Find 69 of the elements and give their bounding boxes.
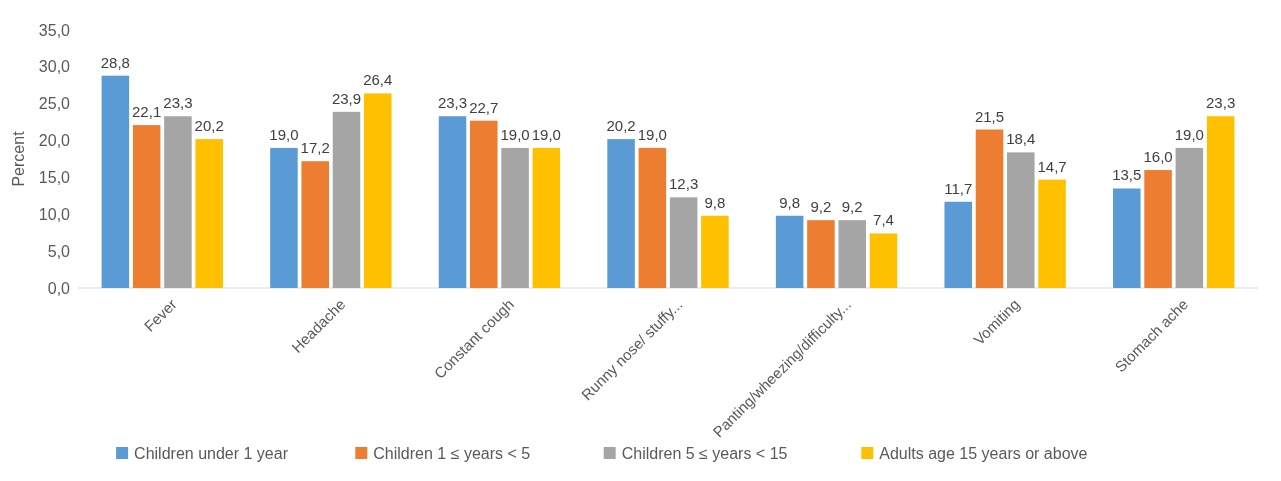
bar bbox=[1113, 188, 1141, 288]
legend-label: Children under 1 year bbox=[134, 445, 289, 462]
bar bbox=[775, 215, 804, 288]
bar bbox=[807, 220, 835, 288]
bar bbox=[270, 147, 298, 288]
bar bbox=[838, 220, 866, 288]
bar bbox=[132, 125, 161, 288]
bar bbox=[501, 147, 529, 288]
data-label: 26,4 bbox=[363, 71, 393, 89]
y-axis-title: Percent bbox=[10, 130, 27, 187]
legend-label: Adults age 15 years or above bbox=[879, 445, 1088, 462]
data-label: 7,4 bbox=[873, 211, 894, 229]
data-label: 19,0 bbox=[637, 125, 667, 143]
y-tick-label: 30,0 bbox=[38, 58, 71, 76]
data-label: 20,2 bbox=[194, 117, 224, 135]
data-label: 23,3 bbox=[163, 94, 193, 112]
bar bbox=[638, 147, 667, 288]
bar bbox=[975, 129, 1004, 288]
data-label: 9,2 bbox=[810, 198, 832, 216]
data-label: 19,0 bbox=[269, 125, 299, 143]
legend-label: Children 5 ≤ years < 15 bbox=[621, 445, 788, 462]
data-label: 20,2 bbox=[606, 117, 636, 135]
data-label: 14,7 bbox=[1037, 157, 1067, 175]
bar bbox=[869, 233, 898, 288]
bar bbox=[438, 116, 467, 288]
bar bbox=[101, 75, 130, 288]
y-tick-label: 35,0 bbox=[38, 21, 71, 39]
bar bbox=[532, 147, 561, 288]
y-tick-label: 0,0 bbox=[47, 279, 71, 297]
data-label: 21,5 bbox=[974, 107, 1005, 125]
bar bbox=[332, 111, 361, 288]
data-label: 9,8 bbox=[779, 193, 801, 211]
bar bbox=[1175, 147, 1204, 288]
bar bbox=[669, 197, 698, 288]
bar bbox=[364, 93, 392, 288]
y-tick-label: 10,0 bbox=[38, 205, 71, 223]
data-label: 22,7 bbox=[469, 98, 499, 116]
data-label: 17,2 bbox=[300, 139, 330, 157]
bar bbox=[607, 139, 635, 288]
y-tick-label: 15,0 bbox=[38, 169, 71, 187]
y-tick-label: 25,0 bbox=[38, 95, 71, 113]
data-label: 11,7 bbox=[944, 179, 973, 197]
bar bbox=[1144, 170, 1172, 288]
bar bbox=[1038, 179, 1066, 288]
data-label: 19,0 bbox=[500, 125, 530, 143]
bar bbox=[164, 116, 192, 288]
data-label: 28,8 bbox=[100, 53, 130, 71]
y-tick-label: 5,0 bbox=[47, 242, 71, 260]
data-label: 9,8 bbox=[704, 193, 726, 211]
data-label: 19,0 bbox=[531, 125, 561, 143]
data-label: 22,1 bbox=[132, 103, 162, 121]
bar bbox=[1206, 116, 1235, 288]
bar bbox=[701, 215, 729, 288]
bar bbox=[944, 201, 972, 288]
y-tick-label: 20,0 bbox=[38, 132, 71, 150]
data-label: 23,9 bbox=[331, 89, 362, 107]
data-label: 19,0 bbox=[1174, 125, 1204, 143]
bar bbox=[470, 120, 498, 288]
data-label: 12,3 bbox=[669, 175, 699, 193]
bar bbox=[195, 139, 223, 288]
bar bbox=[1007, 152, 1035, 288]
data-label: 23,3 bbox=[1206, 94, 1236, 112]
data-label: 18,4 bbox=[1006, 130, 1036, 148]
data-label: 23,3 bbox=[437, 94, 468, 112]
legend-label: Children 1 ≤ years < 5 bbox=[373, 445, 531, 462]
data-label: 9,2 bbox=[841, 198, 863, 216]
data-label: 16,0 bbox=[1143, 148, 1173, 166]
bar bbox=[301, 161, 329, 288]
data-label: 13,5 bbox=[1112, 166, 1142, 184]
